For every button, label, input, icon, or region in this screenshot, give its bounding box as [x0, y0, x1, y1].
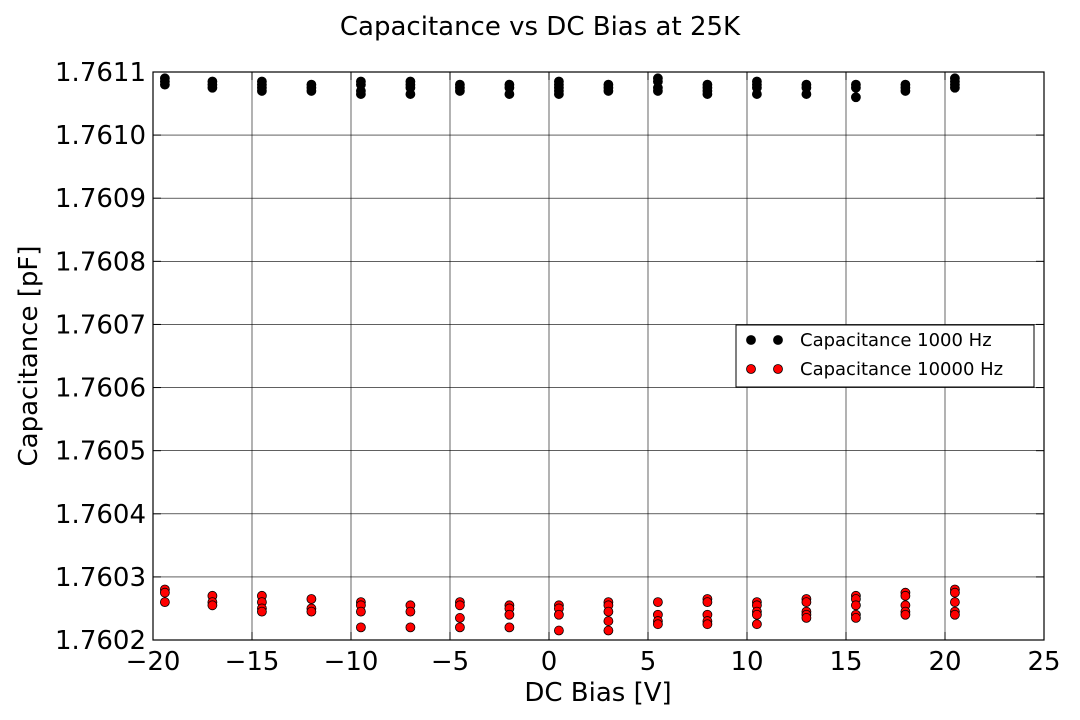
y-tick-label: 1.7611 [55, 58, 146, 88]
data-point [653, 619, 663, 630]
data-point [306, 86, 317, 96]
x-axis-ticks: −20 −15 −10 −5 0 5 10 15 20 25 [126, 72, 1061, 677]
data-point [603, 606, 614, 617]
data-point [454, 600, 465, 611]
y-tick-label: 1.7602 [55, 626, 146, 656]
legend-marker-10000hz [773, 364, 783, 374]
data-point [405, 622, 416, 633]
y-tick-label: 1.7606 [55, 374, 146, 404]
data-point [355, 606, 366, 617]
y-axis-label: Capacitance [pF] [14, 246, 44, 467]
grid-lines [153, 72, 1044, 640]
legend-marker-1000hz [773, 335, 783, 345]
data-point [950, 82, 960, 93]
x-tick-label: 15 [829, 647, 862, 677]
x-tick-label: 0 [541, 647, 558, 677]
y-tick-label: 1.7604 [55, 500, 146, 530]
x-tick-label: −20 [126, 647, 181, 677]
data-point [752, 89, 762, 99]
y-tick-label: 1.7607 [55, 310, 146, 340]
data-point [603, 616, 614, 626]
series-10000hz [159, 584, 960, 636]
data-point [702, 597, 713, 608]
y-tick-label: 1.7608 [55, 247, 146, 277]
data-point [801, 613, 812, 623]
legend-marker-10000hz [746, 364, 756, 374]
data-point [554, 625, 564, 636]
data-point [405, 89, 416, 99]
data-point [900, 609, 911, 620]
x-tick-label: 5 [640, 647, 657, 677]
x-tick-label: −10 [324, 647, 379, 677]
data-point [801, 89, 812, 99]
series-1000hz [159, 73, 960, 103]
data-point [752, 619, 762, 630]
legend-label-10000hz: Capacitance 10000 Hz [800, 359, 1003, 380]
data-point [306, 606, 317, 617]
y-tick-label: 1.7609 [55, 184, 146, 214]
legend-box [735, 324, 1035, 388]
data-point [702, 89, 713, 99]
data-point [603, 625, 614, 636]
data-point [454, 622, 465, 633]
data-point [355, 622, 366, 633]
data-point [256, 86, 267, 96]
legend-label-1000hz: Capacitance 1000 Hz [800, 330, 992, 351]
data-point [851, 600, 861, 611]
x-tick-label: −15 [225, 647, 280, 677]
legend: Capacitance 1000 Hz Capacitance 10000 Hz [735, 324, 1035, 388]
x-tick-label: 25 [1027, 647, 1060, 677]
data-point [801, 597, 812, 608]
data-point [454, 86, 465, 96]
y-tick-label: 1.7605 [55, 437, 146, 467]
x-tick-label: 20 [928, 647, 961, 677]
plot-frame [152, 71, 1045, 641]
data-point [159, 587, 170, 598]
data-point [554, 89, 564, 99]
chart-title: Capacitance vs DC Bias at 25K [340, 12, 741, 42]
data-point [207, 600, 218, 611]
data-point [653, 86, 663, 96]
data-point [653, 597, 663, 608]
y-tick-label: 1.7603 [55, 563, 146, 593]
data-point [159, 79, 170, 90]
x-tick-label: −5 [431, 647, 469, 677]
data-point [851, 92, 861, 103]
x-tick-label: 10 [730, 647, 763, 677]
data-point [950, 597, 960, 608]
data-points [159, 73, 960, 636]
data-point [554, 609, 564, 620]
data-point [900, 86, 911, 96]
data-point [752, 609, 762, 620]
data-point [851, 82, 861, 93]
x-axis-label: DC Bias [V] [524, 678, 671, 708]
y-tick-label: 1.7610 [55, 121, 146, 151]
data-point [504, 89, 515, 99]
data-point [504, 622, 515, 633]
data-point [355, 89, 366, 99]
data-point [603, 86, 614, 96]
data-point [256, 606, 267, 617]
data-point [950, 587, 960, 598]
data-point [306, 594, 317, 604]
data-point [950, 609, 960, 620]
data-point [454, 613, 465, 623]
data-point [405, 606, 416, 617]
data-point [159, 597, 170, 608]
y-axis-ticks: 1.7602 1.7603 1.7604 1.7605 1.7606 1.7607 1.76… [55, 58, 1044, 656]
data-point [900, 590, 911, 601]
data-point [504, 609, 515, 620]
data-point [851, 613, 861, 623]
legend-marker-1000hz [746, 335, 756, 345]
data-point [207, 82, 218, 93]
data-point [702, 619, 713, 630]
